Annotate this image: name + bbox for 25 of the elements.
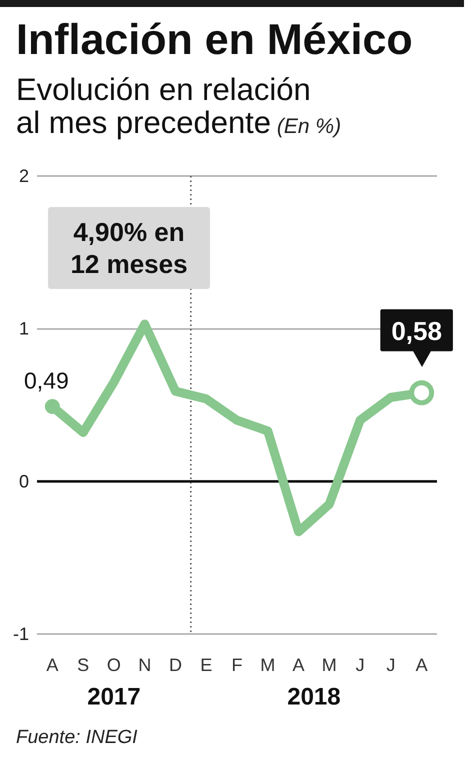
text: 2018 — [287, 684, 341, 710]
x-tick-label: O — [106, 655, 121, 675]
x-tick-label: M — [260, 655, 276, 675]
annotation: 4,90% en 12 meses — [69, 216, 189, 280]
data-label: 0,58 — [391, 316, 442, 346]
x-tick-label: A — [292, 655, 305, 675]
y-axis-title: (En %) — [276, 115, 342, 138]
x-tick-label: S — [77, 655, 90, 675]
chart-title: Inflación en México — [16, 15, 413, 65]
x-tick-label: D — [168, 655, 182, 675]
text: 2017 — [87, 684, 141, 710]
data-label: 0,49 — [24, 368, 69, 394]
x-tick-label: N — [138, 655, 152, 675]
x-tick-label: J — [356, 655, 365, 675]
source-note: Fuente: INEGI — [16, 727, 138, 749]
y-tick-label: 1 — [18, 318, 29, 339]
y-tick-label: -1 — [12, 624, 29, 644]
x-tick-label: A — [416, 655, 428, 675]
y-tick-label: 2 — [18, 166, 29, 186]
x-tick-label: M — [322, 655, 337, 675]
x-tick-label: J — [386, 655, 396, 675]
x-tick-label: F — [232, 655, 242, 675]
y-tick-label: 0 — [18, 471, 29, 492]
x-tick-label: A — [46, 655, 58, 675]
x-tick-label: E — [200, 655, 212, 675]
